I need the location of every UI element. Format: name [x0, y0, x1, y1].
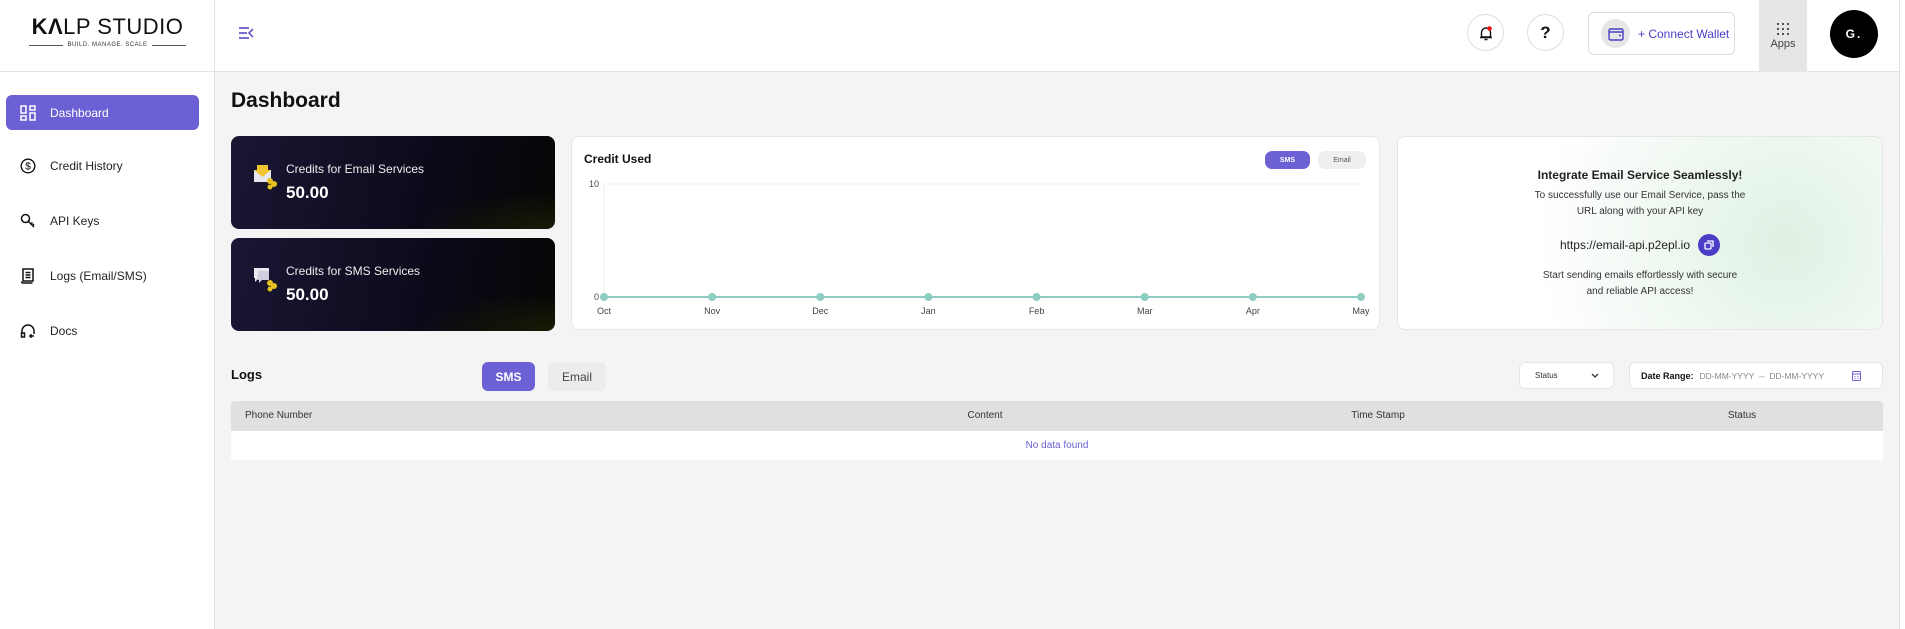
date-range-label: Date Range: — [1641, 370, 1694, 381]
integrate-text: URL along with your API key — [1576, 206, 1704, 217]
wallet-icon — [1601, 19, 1630, 48]
logs-tab-email[interactable]: Email — [548, 362, 606, 391]
copy-icon — [1704, 240, 1714, 250]
help-button[interactable]: ? — [1527, 14, 1564, 51]
data-point — [816, 293, 825, 301]
apps-label: Apps — [1770, 38, 1796, 50]
status-select-value: Status — [1535, 371, 1558, 380]
logo-tagline: BUILD. MANAGE. SCALE — [67, 42, 148, 48]
x-tick-label: Oct — [597, 306, 612, 316]
sidebar: KΛLP STUDIO BUILD. MANAGE. SCALE Dashboa… — [0, 0, 215, 629]
data-point — [924, 293, 933, 301]
calendar-icon[interactable] — [1852, 370, 1862, 381]
avatar-initial: G. — [1845, 27, 1863, 41]
question-icon: ? — [1540, 22, 1551, 42]
integrate-text: and reliable API access! — [1586, 286, 1694, 297]
data-point — [1140, 293, 1149, 301]
column-content: Content — [967, 410, 1003, 421]
x-tick-label: Apr — [1246, 306, 1260, 316]
x-tick-label: May — [1352, 306, 1370, 316]
sidebar-item-dashboard[interactable]: Dashboard — [6, 95, 199, 130]
date-range-input[interactable]: DD-MM-YYYY -- DD-MM-YYYY — [1699, 370, 1825, 381]
receipt-icon — [20, 267, 34, 284]
connect-wallet-button[interactable]: + Connect Wallet — [1588, 12, 1735, 55]
sidebar-item-credit-history[interactable]: $ Credit History — [6, 148, 199, 183]
chart-toggle-email[interactable]: Email — [1318, 151, 1366, 169]
logo[interactable]: KΛLP STUDIO BUILD. MANAGE. SCALE — [0, 14, 215, 48]
email-coins-icon — [254, 165, 277, 190]
logo-text: LP STUDIO — [63, 14, 184, 39]
x-tick-label: Nov — [704, 306, 721, 316]
notifications-button[interactable] — [1467, 14, 1504, 51]
integrate-text: Start sending emails effortlessly with s… — [1542, 270, 1738, 281]
sms-coins-icon — [254, 268, 277, 292]
x-tick-label: Mar — [1137, 306, 1153, 316]
y-tick-label: 10 — [589, 179, 599, 189]
apps-grid-icon — [1776, 22, 1790, 36]
data-point — [600, 293, 608, 301]
data-point — [1248, 293, 1257, 301]
sidebar-item-label: Dashboard — [50, 105, 109, 120]
api-url: https://email-api.p2epl.io — [1559, 238, 1691, 252]
column-time-stamp: Time Stamp — [1351, 410, 1405, 421]
sidebar-item-api-keys[interactable]: API Keys — [6, 203, 199, 238]
logs-table-header: Phone Number Content Time Stamp Status — [231, 401, 1883, 431]
bell-icon — [1479, 25, 1492, 40]
chart-toggle-sms[interactable]: SMS — [1265, 151, 1310, 169]
sidebar-item-logs[interactable]: Logs (Email/SMS) — [6, 258, 199, 293]
empty-table-row: No data found — [231, 431, 1883, 460]
column-status: Status — [1727, 410, 1757, 421]
integrate-email-card: Integrate Email Service Seamlessly! To s… — [1397, 136, 1883, 330]
credit-value: 50.00 — [286, 183, 329, 202]
data-point — [708, 293, 717, 301]
connect-wallet-label: + Connect Wallet — [1638, 26, 1730, 41]
date-range-picker[interactable]: Date Range: DD-MM-YYYY -- DD-MM-YYYY — [1629, 362, 1883, 389]
logs-title: Logs — [231, 367, 263, 382]
dollar-circle-icon: $ — [20, 157, 36, 174]
apps-button[interactable]: Apps — [1759, 0, 1807, 72]
credit-value: 50.00 — [286, 285, 329, 304]
headset-icon — [20, 323, 35, 338]
status-select[interactable]: Status — [1519, 362, 1614, 389]
page-edge — [1899, 0, 1905, 629]
email-credits-card: Credits for Email Services 50.00 — [231, 136, 555, 229]
credit-label: Credits for Email Services — [286, 162, 425, 176]
y-tick-label: 0 — [594, 292, 599, 302]
integrate-title: Integrate Email Service Seamlessly! — [1537, 168, 1743, 182]
logo-mark: Λ — [47, 14, 64, 39]
sms-credits-card: Credits for SMS Services 50.00 — [231, 238, 555, 331]
column-phone-number: Phone Number — [245, 410, 313, 421]
key-icon — [20, 213, 35, 228]
collapse-menu-icon[interactable] — [238, 27, 254, 39]
chart-title: Credit Used — [584, 152, 652, 166]
x-tick-label: Feb — [1029, 306, 1045, 316]
logo-k: K — [31, 14, 48, 39]
svg-text:$: $ — [25, 161, 31, 172]
logs-tab-sms[interactable]: SMS — [482, 362, 535, 391]
credit-label: Credits for SMS Services — [286, 264, 421, 278]
sidebar-item-label: Docs — [50, 323, 78, 338]
integrate-text: To successfully use our Email Service, p… — [1534, 190, 1746, 201]
page-title: Dashboard — [231, 89, 341, 112]
sidebar-item-label: Credit History — [50, 158, 123, 173]
sidebar-item-label: API Keys — [50, 213, 100, 228]
sidebar-item-docs[interactable]: Docs — [6, 313, 199, 348]
chevron-down-icon — [1591, 373, 1599, 378]
dashboard-grid-icon — [20, 104, 36, 121]
avatar[interactable]: G. — [1830, 10, 1878, 58]
sidebar-item-label: Logs (Email/SMS) — [50, 268, 147, 283]
divider — [0, 71, 215, 72]
credit-used-chart-card: Credit Used SMS Email 0 10 Oct Nov Dec Jan Feb… — [571, 136, 1380, 330]
x-tick-label: Dec — [812, 306, 829, 316]
data-point — [1032, 293, 1041, 301]
data-point — [1357, 293, 1365, 301]
credit-used-line-chart: 0 10 Oct Nov Dec Jan Feb Mar Apr May — [589, 179, 1370, 316]
x-tick-label: Jan — [921, 306, 936, 316]
copy-url-button[interactable] — [1698, 234, 1721, 256]
